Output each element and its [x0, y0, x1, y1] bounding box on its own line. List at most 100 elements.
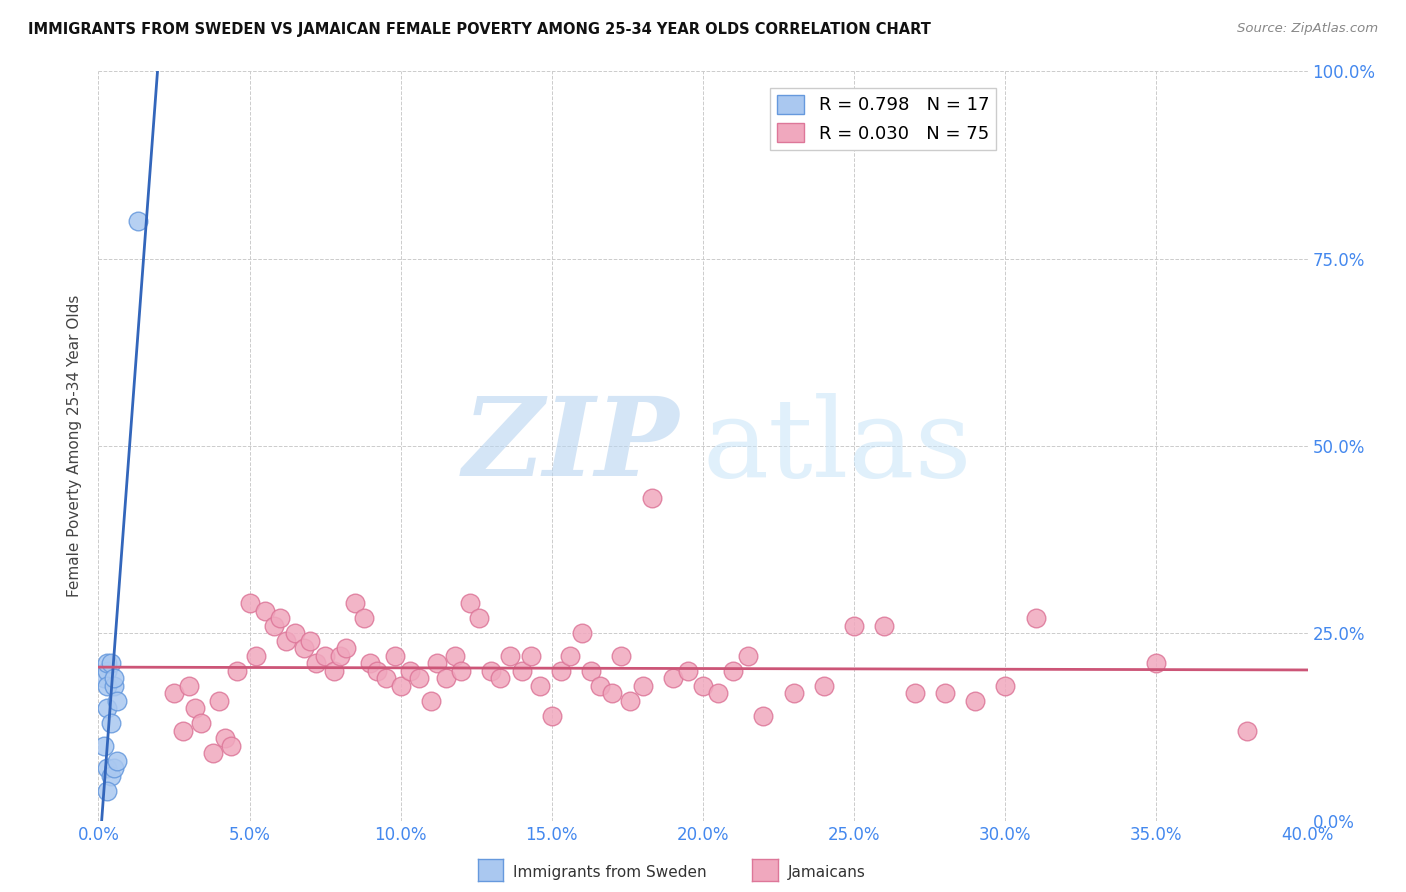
Point: [305, 657, 328, 671]
Point: [96, 761, 118, 775]
Point: [498, 648, 520, 663]
Point: [284, 626, 307, 640]
Point: [100, 769, 122, 783]
Text: atlas: atlas: [703, 392, 973, 500]
Point: [450, 664, 472, 678]
Point: [1024, 611, 1046, 625]
Point: [263, 619, 285, 633]
Point: [314, 648, 336, 663]
Point: [458, 596, 481, 610]
Point: [398, 664, 420, 678]
Point: [934, 686, 956, 700]
Point: [245, 648, 267, 663]
Point: [366, 664, 388, 678]
Point: [96, 783, 118, 797]
Point: [172, 723, 194, 738]
Point: [127, 214, 149, 228]
Point: [93, 671, 115, 685]
Point: [239, 596, 262, 610]
Point: [752, 708, 775, 723]
Point: [1236, 723, 1258, 738]
Point: [163, 686, 186, 700]
Point: [579, 664, 602, 678]
Point: [676, 664, 699, 678]
Point: [274, 633, 297, 648]
Point: [631, 679, 654, 693]
Point: [468, 611, 491, 625]
Point: [103, 671, 125, 685]
Point: [202, 746, 225, 760]
Point: [96, 701, 118, 715]
Point: [529, 679, 551, 693]
Point: [619, 694, 641, 708]
Point: [904, 686, 927, 700]
Point: [707, 686, 730, 700]
Point: [481, 664, 503, 678]
Point: [813, 679, 835, 693]
Point: [558, 648, 581, 663]
Point: [540, 708, 562, 723]
Point: [434, 671, 457, 685]
Point: [661, 671, 683, 685]
Point: [100, 657, 122, 671]
Point: [783, 686, 806, 700]
Point: [965, 694, 987, 708]
Point: [384, 648, 406, 663]
Point: [510, 664, 533, 678]
Point: [103, 761, 125, 775]
Point: [226, 664, 249, 678]
Point: [610, 648, 633, 663]
Point: [179, 679, 201, 693]
Point: [269, 611, 291, 625]
Text: ZIP: ZIP: [463, 392, 679, 500]
Point: [444, 648, 467, 663]
Point: [103, 679, 125, 693]
Point: [329, 648, 352, 663]
Text: Immigrants from Sweden: Immigrants from Sweden: [513, 865, 707, 880]
Point: [420, 694, 443, 708]
Point: [408, 671, 430, 685]
Point: [292, 641, 315, 656]
Text: Source: ZipAtlas.com: Source: ZipAtlas.com: [1237, 22, 1378, 36]
Text: IMMIGRANTS FROM SWEDEN VS JAMAICAN FEMALE POVERTY AMONG 25-34 YEAR OLDS CORRELAT: IMMIGRANTS FROM SWEDEN VS JAMAICAN FEMAL…: [28, 22, 931, 37]
Point: [323, 664, 346, 678]
Point: [389, 679, 412, 693]
Point: [93, 739, 115, 753]
Point: [737, 648, 759, 663]
Point: [208, 694, 231, 708]
Point: [96, 664, 118, 678]
Point: [550, 664, 572, 678]
Point: [96, 657, 118, 671]
Point: [221, 739, 243, 753]
Point: [640, 491, 662, 506]
Point: [105, 754, 128, 768]
Point: [299, 633, 322, 648]
Y-axis label: Female Poverty Among 25-34 Year Olds: Female Poverty Among 25-34 Year Olds: [67, 295, 83, 597]
Point: [844, 619, 866, 633]
Point: [873, 619, 896, 633]
Point: [344, 596, 367, 610]
Point: [489, 671, 512, 685]
Legend: R = 0.798   N = 17, R = 0.030   N = 75: R = 0.798 N = 17, R = 0.030 N = 75: [770, 88, 997, 150]
Point: [1144, 657, 1167, 671]
Point: [571, 626, 593, 640]
Point: [214, 731, 236, 746]
Point: [426, 657, 449, 671]
Point: [360, 657, 382, 671]
Point: [190, 716, 212, 731]
Point: [602, 686, 624, 700]
Point: [374, 671, 396, 685]
Point: [184, 701, 207, 715]
Point: [723, 664, 745, 678]
Point: [353, 611, 375, 625]
Point: [519, 648, 541, 663]
Point: [994, 679, 1017, 693]
Point: [105, 694, 128, 708]
Text: Jamaicans: Jamaicans: [787, 865, 865, 880]
Point: [96, 679, 118, 693]
Point: [253, 604, 276, 618]
Point: [100, 716, 122, 731]
Point: [692, 679, 714, 693]
Point: [589, 679, 612, 693]
Point: [335, 641, 357, 656]
